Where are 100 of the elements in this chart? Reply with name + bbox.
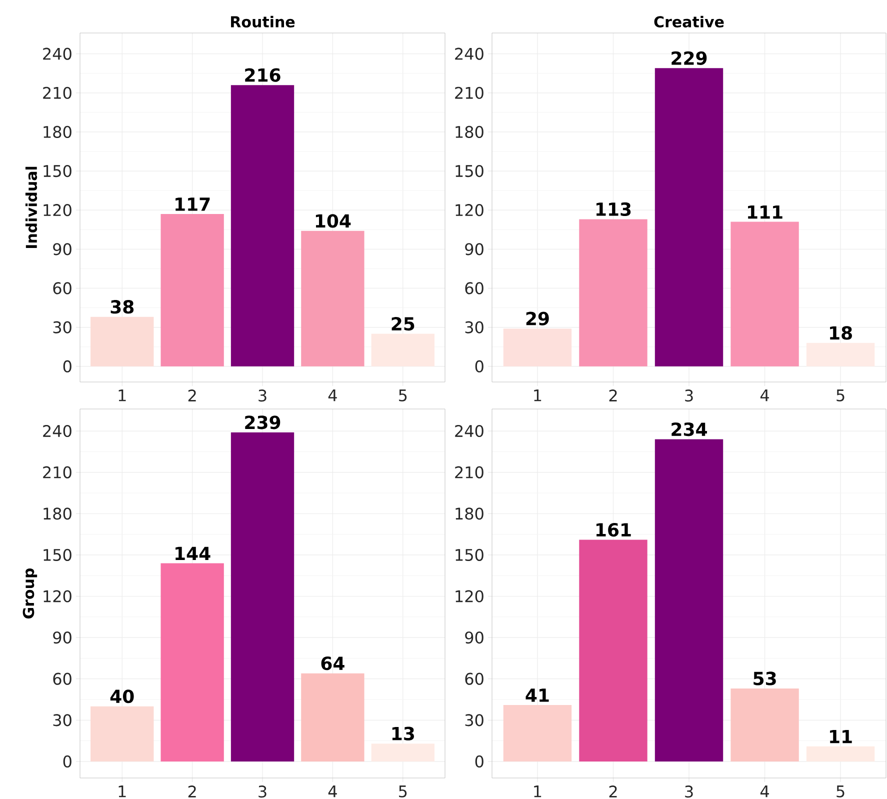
x-tick-label: 5 [399, 786, 407, 798]
data-label: 113 [596, 202, 631, 216]
y-tick-label: 90 [53, 243, 72, 256]
x-tick-label: 1 [534, 786, 542, 798]
y-tick-label: 30 [53, 714, 72, 726]
data-label: 216 [245, 68, 280, 82]
y-tick-label: 0 [475, 360, 484, 372]
data-label: 161 [596, 522, 631, 537]
bar [301, 230, 364, 366]
y-tick-label: 30 [53, 321, 72, 334]
x-tick-label: 3 [258, 390, 266, 402]
y-tick-label: 30 [465, 321, 484, 334]
y-tick-label: 0 [63, 360, 72, 372]
data-label: 18 [830, 326, 852, 340]
data-label: 11 [830, 730, 852, 744]
x-tick-label: 5 [399, 390, 407, 402]
y-tick-label: 150 [456, 164, 484, 178]
data-label: 13 [392, 726, 414, 740]
bar [90, 706, 154, 762]
x-tick-label: 3 [258, 786, 266, 798]
bar [730, 222, 799, 366]
bar [160, 563, 224, 762]
x-tick-label: 5 [836, 390, 844, 402]
y-tick-label: 120 [44, 204, 72, 216]
bar [806, 342, 875, 366]
x-tick-label: 4 [328, 786, 337, 798]
bar [371, 744, 434, 762]
data-label: 234 [672, 422, 707, 436]
y-tick-label: 180 [44, 126, 72, 138]
x-tick-label: 4 [760, 786, 769, 798]
x-tick-label: 1 [118, 390, 126, 402]
x-tick-label: 4 [328, 390, 337, 402]
bar [371, 334, 434, 366]
bar [503, 328, 572, 366]
y-tick-label: 90 [465, 632, 484, 644]
y-tick-label: 180 [456, 126, 484, 138]
bar [730, 688, 799, 762]
data-label: 53 [754, 672, 776, 686]
data-label: 239 [245, 416, 280, 430]
y-tick-label: 180 [44, 508, 72, 520]
bar [503, 705, 572, 762]
y-tick-label: 60 [465, 282, 484, 294]
bar [806, 746, 875, 762]
y-tick-label: 0 [63, 755, 72, 768]
y-tick-label: 120 [44, 590, 72, 602]
data-label: 25 [392, 316, 414, 331]
x-tick-label: 4 [760, 390, 769, 402]
bar [230, 432, 294, 762]
y-tick-label: 240 [455, 424, 484, 438]
y-tick-label: 240 [455, 48, 484, 60]
y-tick-label: 150 [44, 548, 72, 561]
data-label: 64 [321, 656, 344, 670]
y-tick-label: 120 [456, 590, 484, 602]
y-tick-label: 240 [43, 424, 72, 438]
x-tick-label: 5 [836, 786, 844, 798]
y-tick-label: 120 [456, 204, 484, 216]
data-label: 144 [176, 546, 210, 560]
y-tick-label: 150 [44, 164, 72, 178]
bar [230, 85, 294, 366]
y-tick-label: 210 [43, 86, 72, 99]
data-label: 38 [110, 300, 134, 314]
y-tick-label: 210 [455, 86, 484, 99]
y-tick-label: 150 [456, 548, 484, 561]
y-tick-label: 210 [43, 466, 72, 478]
data-label: 111 [748, 205, 782, 219]
x-tick-label: 3 [685, 786, 693, 798]
y-tick-label: 60 [465, 672, 484, 685]
bar [160, 214, 224, 366]
x-tick-label: 1 [118, 786, 126, 798]
x-tick-label: 3 [685, 390, 693, 402]
bar [301, 673, 364, 762]
y-tick-label: 60 [53, 672, 72, 685]
data-label: 41 [526, 688, 549, 702]
data-label: 29 [526, 312, 549, 326]
chart-title: Routine [231, 16, 295, 28]
data-label: 229 [672, 51, 707, 65]
y-tick-label: 90 [53, 632, 72, 644]
data-label: 117 [176, 198, 210, 211]
y-axis-title: Group [22, 568, 38, 618]
y-tick-label: 0 [475, 755, 484, 768]
y-tick-label: 210 [455, 466, 484, 478]
x-tick-label: 2 [609, 390, 617, 402]
bar [90, 316, 154, 366]
x-tick-label: 1 [534, 390, 542, 402]
y-tick-label: 60 [53, 282, 72, 294]
y-tick-label: 30 [465, 714, 484, 726]
data-label: 40 [110, 690, 134, 704]
bar [579, 219, 648, 366]
x-tick-label: 2 [188, 390, 196, 402]
y-tick-label: 240 [43, 48, 72, 60]
y-axis-title: Individual [25, 166, 38, 248]
x-tick-label: 2 [609, 786, 617, 798]
bar [654, 68, 724, 366]
bar [579, 540, 648, 762]
bar [654, 439, 724, 762]
y-tick-label: 180 [456, 508, 484, 520]
y-tick-label: 90 [465, 243, 484, 256]
data-label: 104 [316, 214, 351, 228]
chart-title: Creative [654, 16, 724, 28]
x-tick-label: 2 [188, 786, 196, 798]
